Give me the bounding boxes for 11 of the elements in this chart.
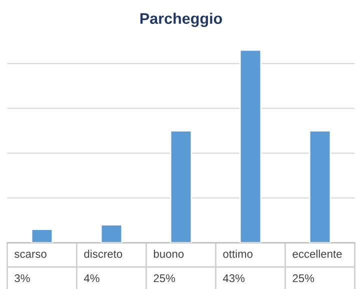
data-label: 43% (222, 274, 245, 282)
x-tick-label: buono (154, 250, 184, 258)
data-label: 4% (84, 274, 100, 282)
chart-title: Parcheggio (140, 12, 222, 28)
data-label: 25% (154, 274, 176, 282)
x-tick-label: scarso (14, 252, 46, 258)
x-tick-label: eccellente (292, 250, 342, 258)
x-tick-label: ottimo (223, 250, 252, 258)
data-label: 3% (14, 274, 30, 282)
x-tick-label: discreto (84, 250, 122, 258)
data-label: 25% (292, 274, 314, 282)
